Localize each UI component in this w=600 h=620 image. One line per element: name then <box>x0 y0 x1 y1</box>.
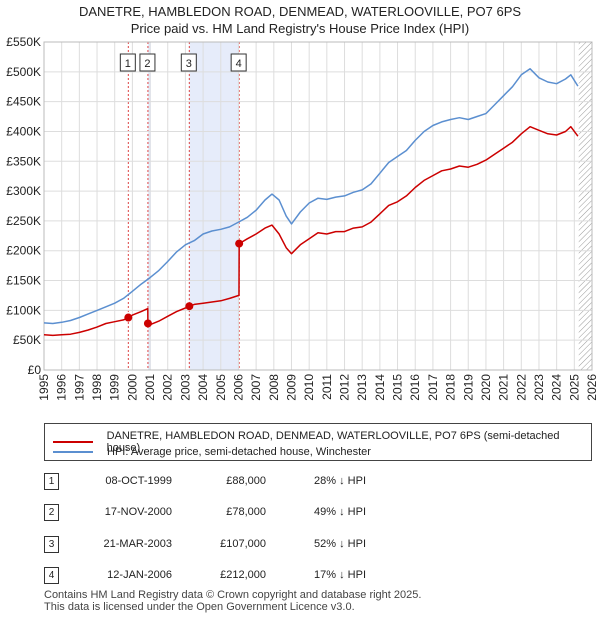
transaction-hpi-diff: 17% ↓ HPI <box>314 569 366 581</box>
transaction-date: 08-OCT-1999 <box>105 475 172 487</box>
y-tick-label: £300K <box>6 184 41 198</box>
x-tick-label: 2006 <box>231 374 245 401</box>
x-tick-label: 1997 <box>72 374 86 401</box>
x-tick-label: 2020 <box>479 374 493 401</box>
sale-point <box>124 313 133 322</box>
sale-number-label: 1 <box>125 58 131 70</box>
sale-number-box <box>119 53 136 72</box>
x-tick-label: 2008 <box>267 374 281 401</box>
y-tick-label: £450K <box>6 95 41 109</box>
x-tick-label: 2017 <box>426 374 440 401</box>
x-tick-label: 2005 <box>214 374 228 401</box>
transaction-price: £107,000 <box>220 538 266 550</box>
legend-label-hpi: HPI: Average price, semi-detached house,… <box>107 446 371 458</box>
x-tick-label: 2015 <box>391 374 405 401</box>
x-tick-label: 2000 <box>125 374 139 401</box>
y-tick-label: £50K <box>13 333 41 347</box>
y-tick-label: £350K <box>6 154 41 168</box>
transaction-hpi-diff: 49% ↓ HPI <box>314 506 366 518</box>
x-tick-label: 2022 <box>514 374 528 401</box>
x-tick-label: 2002 <box>161 374 175 401</box>
legend-swatch-hpi <box>53 451 93 453</box>
hpi-line <box>43 68 579 325</box>
transaction-number-badge: 4 <box>44 567 59 584</box>
transaction-price: £78,000 <box>226 506 266 518</box>
x-tick-label: 2014 <box>373 374 387 401</box>
x-tick-label: 1996 <box>55 374 69 401</box>
y-tick-label: £100K <box>6 303 41 317</box>
transaction-number-badge: 1 <box>44 473 59 490</box>
y-tick-label: £550K <box>6 35 41 49</box>
y-tick-label: £150K <box>6 274 41 288</box>
legend: DANETRE, HAMBLEDON ROAD, DENMEAD, WATERL… <box>44 423 592 461</box>
sale-point <box>185 302 194 311</box>
sale-number-label: 4 <box>236 58 242 70</box>
transaction-hpi-diff: 52% ↓ HPI <box>314 538 366 550</box>
sale-number-label: 3 <box>186 58 192 70</box>
x-tick-label: 2012 <box>338 374 352 401</box>
x-tick-label: 2016 <box>408 374 422 401</box>
x-tick-label: 2007 <box>249 374 263 401</box>
x-tick-label: 2018 <box>444 374 458 401</box>
x-tick-label: 2011 <box>320 374 334 400</box>
footer-copyright: Contains HM Land Registry data © Crown c… <box>44 589 422 601</box>
transaction-date: 21-MAR-2003 <box>103 538 172 550</box>
y-tick-label: £250K <box>6 214 41 228</box>
x-tick-label: 2009 <box>284 374 298 401</box>
plot-border <box>43 41 593 371</box>
x-tick-label: 1998 <box>90 374 104 401</box>
sale-number-box <box>230 53 247 72</box>
future-hatch-area <box>578 42 592 370</box>
x-tick-label: 2023 <box>532 374 546 401</box>
legend-item-hpi: HPI: Average price, semi-detached house,… <box>53 446 371 458</box>
footer-licence: This data is licensed under the Open Gov… <box>44 601 355 613</box>
y-tick-label: £400K <box>6 124 41 138</box>
table-row: 3 21-MAR-2003 £107,000 52% ↓ HPI <box>44 536 544 556</box>
sale-point <box>143 319 152 328</box>
x-tick-label: 2004 <box>196 374 210 401</box>
x-tick-label: 2013 <box>355 374 369 401</box>
sale-number-box <box>139 53 156 72</box>
table-row: 1 08-OCT-1999 £88,000 28% ↓ HPI <box>44 473 544 493</box>
x-tick-label: 2001 <box>143 374 157 401</box>
x-tick-label: 2021 <box>497 374 511 401</box>
y-tick-label: £200K <box>6 244 41 258</box>
y-tick-label: £0 <box>28 363 42 377</box>
x-tick-label: 2019 <box>461 374 475 401</box>
x-tick-label: 2003 <box>178 374 192 401</box>
legend-item-property: DANETRE, HAMBLEDON ROAD, DENMEAD, WATERL… <box>53 430 591 454</box>
x-tick-label: 1995 <box>37 374 51 401</box>
transaction-date: 17-NOV-2000 <box>104 506 172 518</box>
x-tick-label: 2024 <box>550 374 564 401</box>
table-row: 4 12-JAN-2006 £212,000 17% ↓ HPI <box>44 567 544 587</box>
legend-swatch-property <box>53 441 93 443</box>
table-row: 2 17-NOV-2000 £78,000 49% ↓ HPI <box>44 504 544 524</box>
transaction-number-badge: 3 <box>44 536 59 553</box>
transaction-price: £88,000 <box>226 475 266 487</box>
sale-number-label: 2 <box>144 58 150 70</box>
x-tick-label: 2010 <box>302 374 316 401</box>
x-tick-label: 2025 <box>567 374 581 401</box>
transaction-price: £212,000 <box>220 569 266 581</box>
property-price-line <box>43 125 579 337</box>
x-tick-label: 2026 <box>585 374 599 401</box>
sale-number-box <box>180 53 197 72</box>
chart-title: DANETRE, HAMBLEDON ROAD, DENMEAD, WATERL… <box>78 4 522 19</box>
shaded-period <box>189 42 240 370</box>
sale-point <box>235 239 244 248</box>
shaded-period <box>147 42 151 370</box>
transaction-date: 12-JAN-2006 <box>107 569 172 581</box>
chart-subtitle: Price paid vs. HM Land Registry's House … <box>130 21 470 36</box>
x-tick-label: 1999 <box>108 374 122 401</box>
legend-label-property: DANETRE, HAMBLEDON ROAD, DENMEAD, WATERL… <box>106 430 560 454</box>
transaction-number-badge: 2 <box>44 504 59 521</box>
price-chart: £0 £50K £100K £150K £200K £250K £300K £350K £400… <box>6 35 599 401</box>
transaction-hpi-diff: 28% ↓ HPI <box>314 475 366 487</box>
y-tick-label: £500K <box>6 65 41 79</box>
